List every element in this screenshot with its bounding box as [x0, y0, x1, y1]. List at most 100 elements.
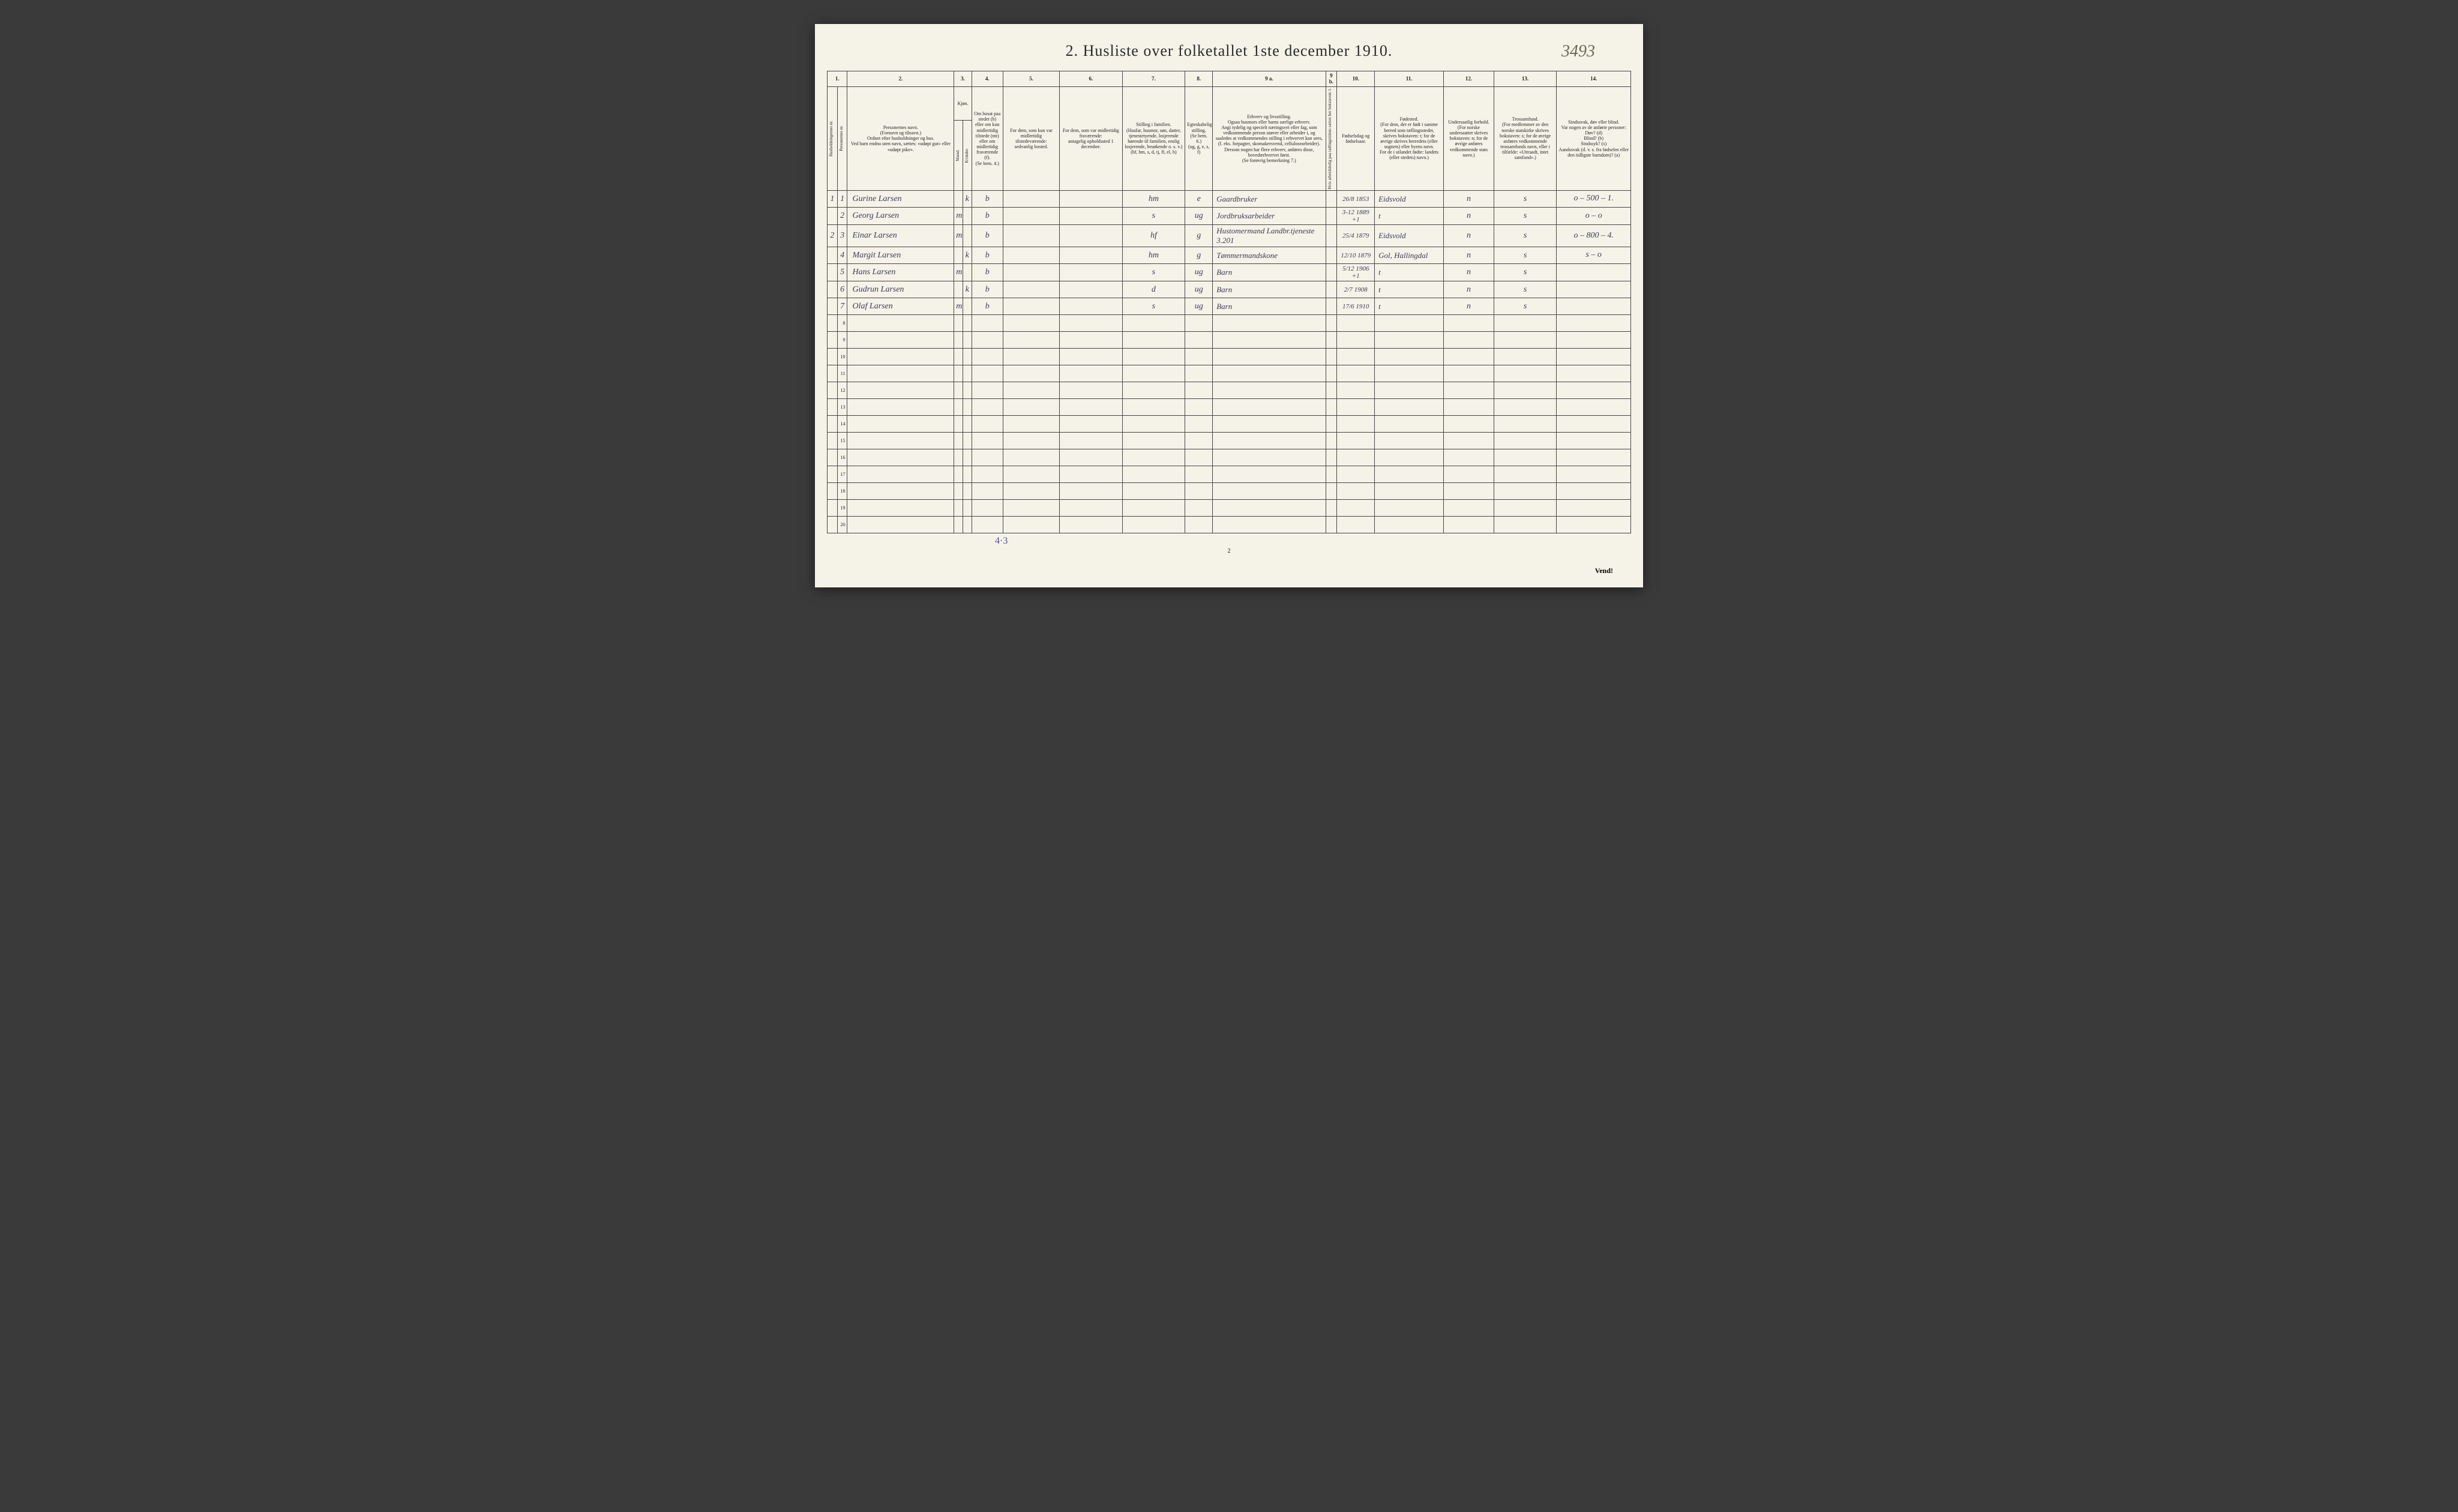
mar-cell: ug — [1185, 264, 1213, 281]
empty-cell — [1444, 449, 1494, 466]
empty-cell — [828, 449, 838, 466]
pn-cell: 5 — [837, 264, 847, 281]
colnum-11: 11. — [1375, 71, 1444, 87]
empty-cell — [1122, 466, 1185, 483]
empty-cell — [1444, 315, 1494, 332]
empty-cell — [1213, 483, 1326, 500]
hdr-led: Hvis arbeidsledig paa tællingstidens sæt… — [1326, 86, 1337, 190]
empty-cell — [1213, 332, 1326, 349]
turn-page-label: Vend! — [827, 566, 1631, 575]
led-cell — [1326, 247, 1337, 264]
nat-cell: n — [1444, 208, 1494, 225]
empty-cell — [828, 349, 838, 365]
empty-cell — [847, 416, 954, 433]
hdr-away: For dem, som kun var midlertidig tilsted… — [1003, 86, 1059, 190]
led-cell — [1326, 298, 1337, 315]
empty-cell — [847, 433, 954, 449]
nat-cell: n — [1444, 281, 1494, 298]
sex-k-cell: k — [963, 191, 972, 208]
empty-cell: 9 — [837, 332, 847, 349]
empty-cell — [972, 517, 1003, 533]
empty-cell — [1122, 399, 1185, 416]
nat-cell: n — [1444, 298, 1494, 315]
empty-cell — [1003, 517, 1059, 533]
hdr-birthplace: Fødested. (For dem, der er født i samme … — [1375, 86, 1444, 190]
led-cell — [1326, 191, 1337, 208]
nat-cell: n — [1444, 247, 1494, 264]
page-number-handwritten: 3493 — [1561, 42, 1595, 61]
fam-cell: s — [1122, 264, 1185, 281]
disability-cell — [1557, 281, 1631, 298]
table-row: 18 — [828, 483, 1631, 500]
table-row: 13 — [828, 399, 1631, 416]
table-body: 11Gurine LarsenkbhmeGaardbruker26/8 1853… — [828, 191, 1631, 533]
hdr-abs: For dem, som var midlertidig fraværende:… — [1060, 86, 1123, 190]
empty-cell: 8 — [837, 315, 847, 332]
empty-cell — [1337, 365, 1375, 382]
empty-cell — [1494, 483, 1557, 500]
empty-cell — [1003, 466, 1059, 483]
hh-cell — [828, 264, 838, 281]
empty-cell — [972, 399, 1003, 416]
empty-cell — [1494, 449, 1557, 466]
empty-cell: 17 — [837, 466, 847, 483]
table-row: 10 — [828, 349, 1631, 365]
table-row: 6Gudrun LarsenkbdugBarn2/7 1908tns — [828, 281, 1631, 298]
hdr-male: Mænd. — [954, 121, 963, 191]
sex-k-cell: k — [963, 281, 972, 298]
nat-cell: n — [1444, 225, 1494, 247]
colnum-1: 1. — [828, 71, 847, 87]
empty-cell — [954, 416, 963, 433]
empty-cell — [1185, 349, 1213, 365]
sex-m-cell: m — [954, 225, 963, 247]
empty-cell — [828, 517, 838, 533]
hdr-female: Kvinder. — [963, 121, 972, 191]
empty-cell — [1122, 315, 1185, 332]
empty-cell — [1337, 466, 1375, 483]
empty-cell — [963, 466, 972, 483]
table-row: 19 — [828, 500, 1631, 517]
empty-cell — [963, 483, 972, 500]
abs-cell — [1060, 247, 1123, 264]
empty-cell — [1326, 332, 1337, 349]
occ-cell: Tømmermandskone — [1213, 247, 1326, 264]
empty-cell — [1060, 500, 1123, 517]
empty-cell — [1444, 433, 1494, 449]
empty-cell — [963, 365, 972, 382]
table-row: 17 — [828, 466, 1631, 483]
hdr-fam: Stilling i familien. (Husfar, husmor, sø… — [1122, 86, 1185, 190]
empty-cell — [1122, 483, 1185, 500]
empty-cell — [1337, 449, 1375, 466]
abs-cell — [1060, 225, 1123, 247]
table-row: 23Einar LarsenmbhfgHustomermand Landbr.t… — [828, 225, 1631, 247]
hdr-pn: Personernes nr. — [837, 86, 847, 190]
sex-m-cell — [954, 247, 963, 264]
empty-cell — [1060, 349, 1123, 365]
abs-cell — [1060, 191, 1123, 208]
empty-cell — [1213, 382, 1326, 399]
res-cell: b — [972, 225, 1003, 247]
dob-cell: 26/8 1853 — [1337, 191, 1375, 208]
name-cell: Gurine Larsen — [847, 191, 954, 208]
empty-cell — [1444, 332, 1494, 349]
empty-cell — [963, 399, 972, 416]
empty-cell — [828, 433, 838, 449]
empty-cell — [1444, 349, 1494, 365]
census-page: 3493 2. Husliste over folketallet 1ste d… — [815, 24, 1643, 587]
empty-cell — [1326, 365, 1337, 382]
empty-cell — [1060, 315, 1123, 332]
mar-cell: ug — [1185, 281, 1213, 298]
occ-cell: Hustomermand Landbr.tjeneste 3.201 — [1213, 225, 1326, 247]
empty-cell — [1444, 517, 1494, 533]
hdr-sex: Kjøn. — [954, 86, 972, 121]
empty-cell — [828, 399, 838, 416]
table-row: 4Margit LarsenkbhmgTømmermandskone12/10 … — [828, 247, 1631, 264]
empty-cell — [1060, 416, 1123, 433]
empty-cell: 20 — [837, 517, 847, 533]
birthplace-cell: Eidsvold — [1375, 225, 1444, 247]
empty-cell — [847, 399, 954, 416]
empty-cell — [1060, 365, 1123, 382]
fam-cell: hf — [1122, 225, 1185, 247]
colnum-6: 6. — [1060, 71, 1123, 87]
empty-cell — [1003, 483, 1059, 500]
